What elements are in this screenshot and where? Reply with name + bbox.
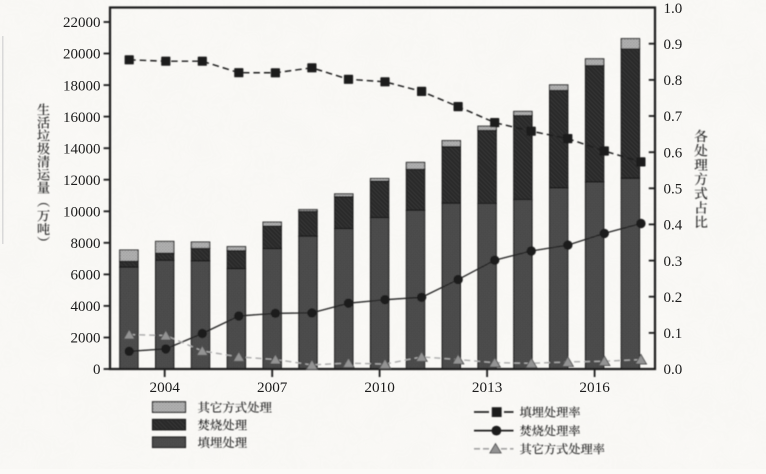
svg-text:8000: 8000 [71, 236, 101, 252]
svg-text:0.8: 0.8 [664, 73, 683, 89]
svg-text:14000: 14000 [63, 141, 101, 157]
svg-text:18000: 18000 [63, 78, 101, 94]
svg-text:1.0: 1.0 [664, 1, 683, 17]
svg-text:6000: 6000 [71, 268, 101, 284]
svg-text:0.0: 0.0 [664, 362, 683, 378]
svg-text:0.4: 0.4 [664, 218, 683, 234]
svg-text:0.6: 0.6 [664, 145, 683, 161]
svg-text:16000: 16000 [63, 110, 101, 126]
svg-text:4000: 4000 [71, 299, 101, 315]
svg-text:2016: 2016 [579, 379, 610, 396]
svg-text:0: 0 [93, 362, 101, 378]
svg-text:2013: 2013 [472, 379, 502, 396]
svg-text:0.3: 0.3 [664, 254, 683, 270]
svg-text:2000: 2000 [71, 331, 101, 347]
svg-text:2010: 2010 [364, 379, 395, 396]
svg-text:0.9: 0.9 [664, 37, 683, 53]
svg-text:12000: 12000 [63, 173, 101, 189]
svg-text:0.2: 0.2 [664, 290, 683, 306]
svg-text:0.1: 0.1 [664, 326, 683, 342]
svg-text:0.5: 0.5 [664, 182, 683, 198]
svg-text:20000: 20000 [63, 47, 101, 63]
svg-text:0.7: 0.7 [664, 109, 683, 125]
svg-text:2004: 2004 [150, 379, 181, 396]
svg-text:2007: 2007 [257, 379, 288, 396]
svg-text:22000: 22000 [63, 15, 101, 31]
svg-text:10000: 10000 [63, 205, 101, 221]
